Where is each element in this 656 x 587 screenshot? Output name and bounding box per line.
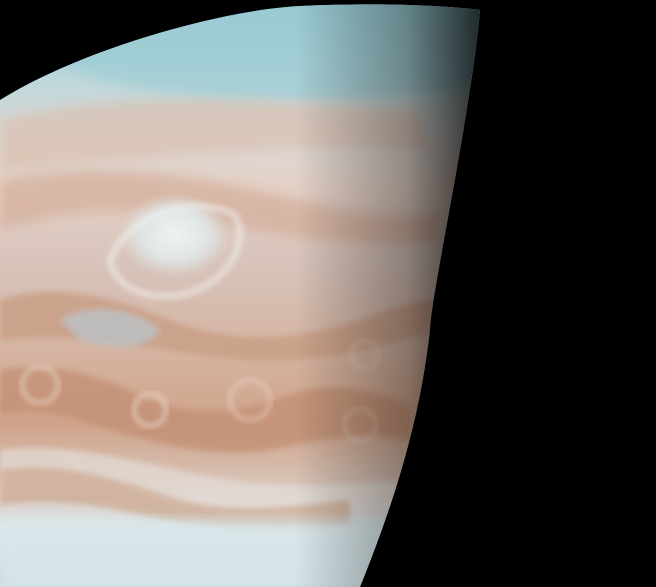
- jupiter-photo: [0, 4, 480, 587]
- photo-frame: [0, 4, 480, 587]
